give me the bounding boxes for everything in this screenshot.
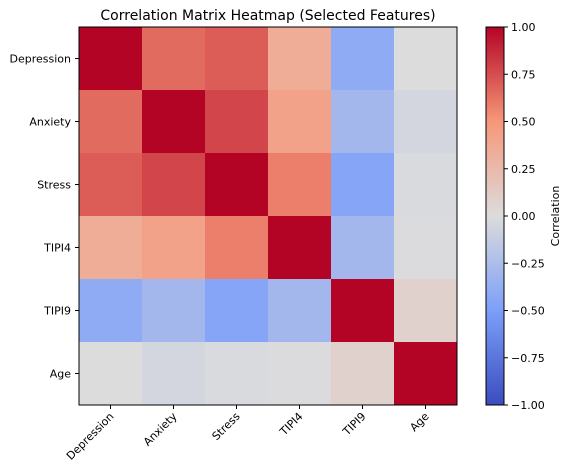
heatmap-cell	[79, 90, 143, 154]
x-axis-ticks: Depression Anxiety Stress TIPI4 TIPI9 Age	[64, 405, 432, 463]
colorbar-tick-label: 1.00	[511, 21, 536, 34]
colorbar	[485, 26, 505, 406]
heatmap-cell	[205, 342, 269, 406]
heatmap-cell	[394, 216, 458, 280]
heatmap-cell	[79, 342, 143, 406]
heatmap-cell	[79, 279, 143, 343]
heatmap-cell	[205, 153, 269, 217]
y-tick-label: TIPI4	[43, 242, 71, 255]
heatmap-cell	[268, 153, 332, 217]
colorbar-tick-label: −1.00	[511, 399, 545, 412]
heatmap-cell	[142, 153, 206, 217]
heatmap-cell	[331, 27, 395, 91]
heatmap-cell	[331, 153, 395, 217]
colorbar-tick-label: −0.50	[511, 305, 545, 318]
heatmap-cell	[394, 279, 458, 343]
heatmap-cell	[79, 27, 143, 91]
chart-title: Correlation Matrix Heatmap (Selected Fea…	[100, 8, 435, 24]
x-tick-label: Stress	[210, 410, 243, 443]
heatmap-cells	[79, 27, 458, 406]
heatmap-cell	[394, 90, 458, 154]
x-tick-label: TIPI4	[277, 410, 306, 439]
y-axis-ticks: Depression Anxiety Stress TIPI4 TIPI9 Age	[10, 53, 79, 381]
heatmap-cell	[79, 153, 143, 217]
y-tick-label: Depression	[10, 53, 72, 66]
colorbar-tick-label: 0.75	[511, 68, 536, 81]
y-tick-label: Age	[50, 368, 72, 381]
heatmap-cell	[142, 90, 206, 154]
heatmap-cell	[331, 342, 395, 406]
colorbar-tick-label: −0.25	[511, 257, 545, 270]
colorbar-tick-label: 0.00	[511, 210, 536, 223]
heatmap-cell	[394, 153, 458, 217]
colorbar-tick-label: 0.50	[511, 116, 536, 129]
plot-frame	[78, 26, 458, 406]
heatmap-cell	[331, 90, 395, 154]
x-tick-label: Anxiety	[141, 410, 180, 449]
heatmap-cell	[142, 216, 206, 280]
heatmap-cell	[394, 342, 458, 406]
y-tick-label: Stress	[37, 179, 71, 192]
heatmap-cell	[268, 216, 332, 280]
heatmap-cell	[205, 90, 269, 154]
x-tick-label: Depression	[64, 410, 117, 463]
heatmap-cell	[205, 216, 269, 280]
x-tick-label: TIPI9	[340, 410, 369, 439]
y-tick-label: Anxiety	[29, 116, 71, 129]
colorbar-tick-label: 0.25	[511, 163, 536, 176]
x-tick-label: Age	[407, 410, 431, 434]
heatmap-cell	[268, 27, 332, 91]
heatmap-cell	[268, 90, 332, 154]
heatmap-cell	[331, 279, 395, 343]
heatmap-cell	[268, 279, 332, 343]
heatmap-cell	[142, 279, 206, 343]
heatmap-cell	[142, 342, 206, 406]
colorbar-tick-label: −0.75	[511, 352, 545, 365]
heatmap-cell	[79, 216, 143, 280]
heatmap-cell	[268, 342, 332, 406]
heatmap-cell	[142, 27, 206, 91]
heatmap-cell	[394, 27, 458, 91]
colorbar-label: Correlation	[549, 186, 562, 247]
y-tick-label: TIPI9	[43, 305, 71, 318]
heatmap-cell	[205, 279, 269, 343]
heatmap-cell	[205, 27, 269, 91]
colorbar-ticks: 1.00 0.75 0.50 0.25 0.00 −0.25 −0.50 −0.75 −1.00	[504, 21, 545, 412]
heatmap-cell	[331, 216, 395, 280]
